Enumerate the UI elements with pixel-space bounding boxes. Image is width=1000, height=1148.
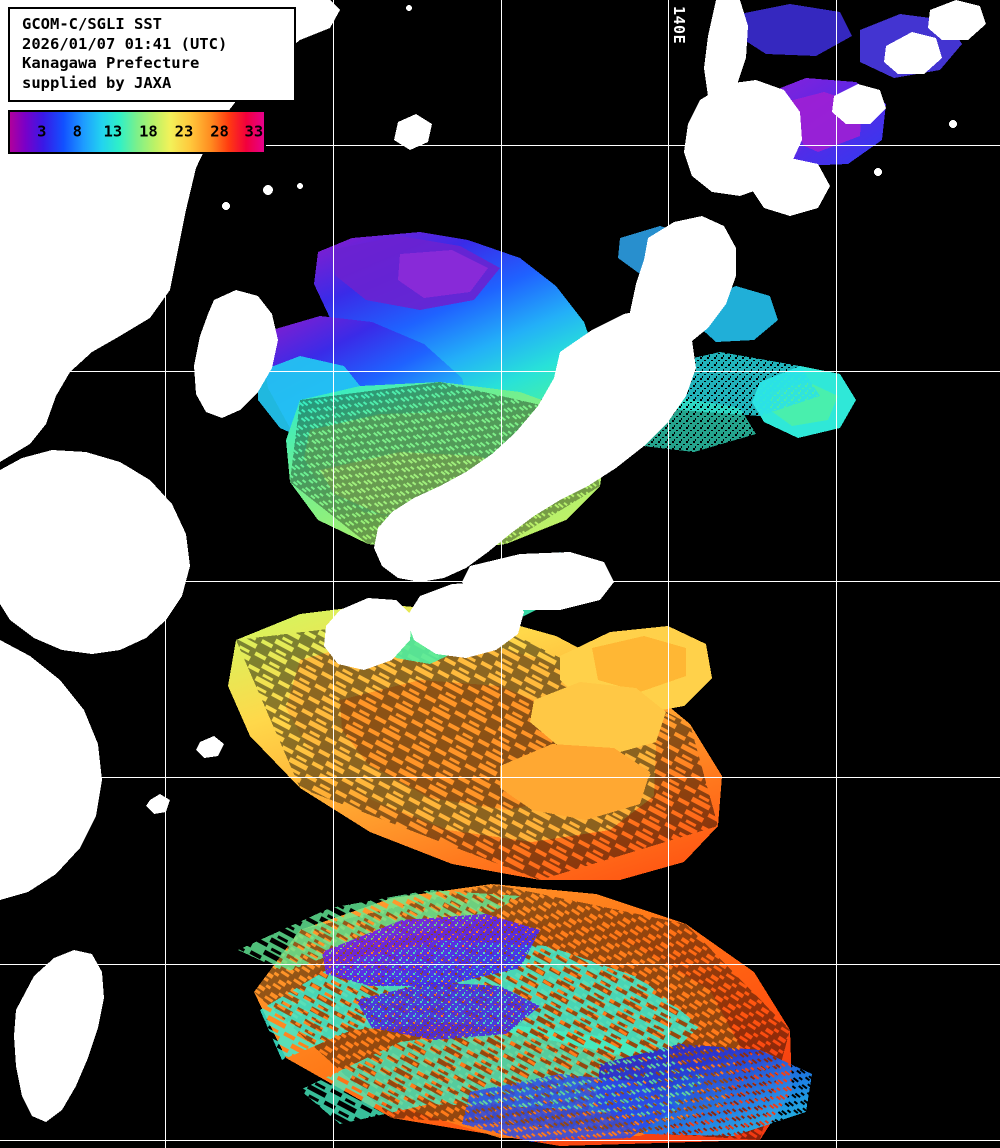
colorbar-tick-8: 8 [72,122,82,141]
latitude-label-40n: 40N [8,352,37,370]
landmass-layer [0,0,986,1122]
colorbar-tick-23: 23 [174,122,194,141]
gridline-horizontal-40n [0,371,1000,372]
gridline-horizontal [0,1140,1000,1141]
info-line-region: Kanagawa Prefecture [22,54,200,72]
gridline-horizontal [0,777,1000,778]
gridline-vertical [501,0,502,1148]
gridline-horizontal [0,581,1000,582]
longitude-label-140e: 140E [670,6,688,45]
colorbar-tick-3: 3 [37,122,47,141]
gridline-horizontal [0,145,1000,146]
colorbar-tick-33: 33 [244,122,264,141]
sst-colorbar: 3 8 13 18 23 28 33 [8,110,266,154]
colorbar-gradient [10,112,264,152]
info-line-provider: supplied by JAXA [22,73,172,92]
gridline-vertical [165,0,166,1148]
gridline-vertical-140e [668,0,669,1148]
product-info-panel: GCOM-C/SGLI SST 2026/01/07 01:41 (UTC) K… [8,7,296,102]
info-line-datetime: 2026/01/07 01:41 (UTC) [22,34,228,53]
gridline-vertical [836,0,837,1148]
gridline-horizontal [0,964,1000,965]
colorbar-tick-labels: 3 8 13 18 23 28 33 [10,112,264,152]
colorbar-tick-13: 13 [103,122,123,141]
colorbar-tick-18: 18 [139,122,158,141]
info-line-product: GCOM-C/SGLI SST [22,15,162,33]
gridline-vertical [333,0,334,1148]
colorbar-tick-28: 28 [210,122,229,141]
